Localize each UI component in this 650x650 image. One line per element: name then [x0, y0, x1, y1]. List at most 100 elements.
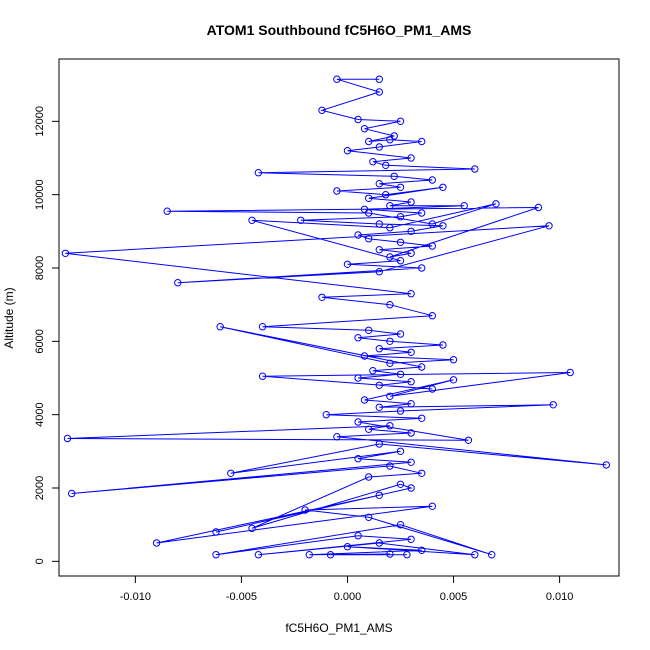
data-point — [354, 418, 362, 426]
y-axis: 0 2000 4000 6000 8000 10000 12000 — [34, 106, 59, 564]
x-tick-label: -0.005 — [226, 591, 257, 603]
plot-frame — [58, 58, 620, 577]
data-point — [407, 429, 415, 437]
data-point — [439, 341, 447, 349]
data-point — [471, 165, 479, 173]
data-point — [212, 551, 220, 559]
data-point — [386, 462, 394, 470]
data-point — [382, 161, 390, 170]
y-tick-label: 0 — [34, 558, 46, 564]
data-point — [301, 506, 309, 514]
data-point — [375, 246, 383, 254]
data-point — [152, 539, 161, 547]
data-point — [460, 202, 468, 210]
data-point — [386, 301, 394, 309]
data-point — [375, 381, 383, 389]
y-axis-label: Altitude (m) — [2, 287, 16, 348]
data-point — [386, 392, 394, 400]
data-point — [375, 345, 383, 353]
data-point — [407, 198, 415, 206]
data-point — [365, 513, 373, 521]
data-point — [534, 203, 543, 212]
data-point — [396, 407, 405, 415]
data-point — [375, 143, 383, 151]
data-point — [297, 216, 305, 225]
data-point — [61, 249, 70, 258]
data-point — [369, 367, 377, 375]
data-point — [318, 293, 326, 301]
data-point — [403, 551, 411, 559]
data-point — [326, 551, 335, 559]
data-point — [396, 183, 405, 192]
data-point — [418, 546, 426, 554]
data-point — [258, 372, 267, 380]
data-point — [386, 422, 394, 430]
data-point — [343, 260, 352, 268]
data-point — [386, 337, 394, 345]
chart-title: ATOM1 Southbound fC5H6O_PM1_AMS — [207, 22, 472, 38]
data-point — [566, 368, 574, 377]
data-point — [471, 551, 479, 559]
data-point — [63, 434, 72, 443]
data-point — [248, 524, 256, 532]
data-point — [365, 137, 373, 146]
x-axis-label: fC5H6O_PM1_AMS — [285, 621, 392, 635]
data-point — [354, 334, 362, 342]
data-point — [343, 147, 352, 155]
x-tick-label: 0.010 — [546, 591, 574, 603]
y-tick-label: 6000 — [34, 329, 46, 353]
data-point — [375, 491, 383, 499]
data-point — [365, 326, 373, 334]
data-point — [386, 224, 394, 232]
data-point — [360, 396, 369, 404]
data-point — [163, 207, 171, 215]
data-point — [418, 414, 426, 422]
data-point — [227, 469, 235, 477]
data-point — [174, 279, 182, 287]
data-point — [382, 191, 390, 199]
data-point — [360, 205, 369, 214]
y-tick-label: 10000 — [34, 179, 46, 210]
data-point — [333, 433, 341, 441]
data-point — [354, 115, 362, 124]
data-point — [407, 458, 415, 466]
data-point — [407, 227, 415, 236]
data-point — [375, 268, 383, 276]
data-point — [407, 535, 415, 543]
data-point — [322, 411, 330, 419]
data-point — [545, 222, 553, 230]
data-point — [375, 75, 383, 83]
data-point — [375, 403, 383, 411]
data-point — [354, 532, 362, 540]
data-point — [375, 88, 383, 96]
y-tick-label: 12000 — [34, 106, 46, 137]
data-point — [343, 543, 352, 551]
x-axis: -0.010 -0.005 0.000 0.005 0.010 — [120, 576, 574, 603]
data-point — [488, 551, 496, 559]
data-point — [428, 176, 436, 184]
data-point — [216, 323, 224, 331]
data-point — [386, 136, 394, 144]
data-point — [407, 249, 415, 258]
data-point — [375, 440, 383, 448]
data-point — [396, 370, 405, 378]
data-point — [254, 551, 263, 559]
data-point — [354, 374, 362, 382]
data-point — [428, 312, 436, 320]
data-point — [407, 400, 415, 408]
data-point — [386, 359, 394, 367]
data-point — [375, 220, 383, 228]
series-line — [65, 78, 607, 556]
data-point — [418, 469, 426, 477]
data-point — [375, 180, 383, 188]
data-point — [428, 220, 436, 228]
data-point — [428, 242, 436, 250]
data-point — [396, 213, 405, 221]
data-point — [464, 436, 473, 444]
data-point — [248, 216, 256, 225]
data-point — [407, 348, 415, 356]
y-tick-label: 4000 — [34, 402, 46, 426]
data-point — [354, 455, 362, 463]
data-point — [386, 202, 394, 210]
